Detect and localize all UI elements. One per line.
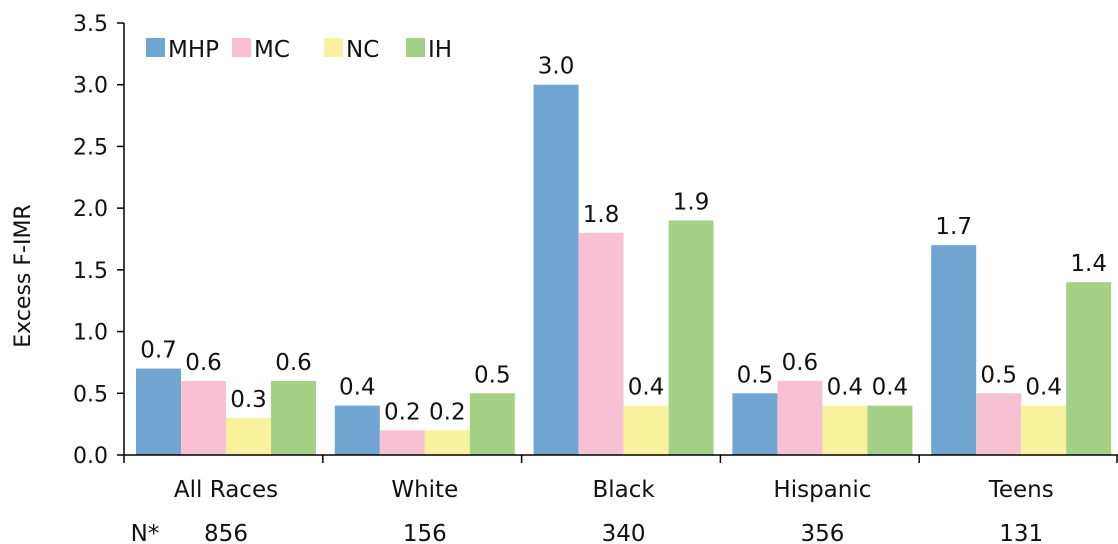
- x-axis: All Races White Black Hispanic Teens: [123, 454, 1118, 503]
- y-tick-label: 2.5: [73, 135, 108, 160]
- bar-ih: [469, 393, 515, 455]
- y-tick-label: 3.0: [73, 74, 108, 99]
- y-tick-label: 0.5: [73, 382, 108, 407]
- n-value: 131: [999, 521, 1043, 544]
- n-row: N* 856 156 340 356 131: [131, 521, 1044, 544]
- legend-swatch-mc: [232, 38, 251, 57]
- bar-mhp: [732, 393, 778, 455]
- data-label: 0.4: [339, 375, 376, 401]
- data-label: 3.0: [538, 54, 575, 80]
- bar-mc: [976, 393, 1022, 455]
- data-label: 0.4: [872, 375, 909, 401]
- y-tick-label: 1.0: [73, 321, 108, 346]
- n-value: 340: [602, 521, 646, 544]
- data-label: 0.6: [185, 350, 222, 376]
- bar-mc: [777, 380, 823, 455]
- bar-mhp: [334, 405, 380, 455]
- data-label: 1.8: [583, 202, 620, 228]
- bar-ih: [668, 220, 714, 455]
- legend: MHP MC NC IH: [146, 37, 452, 63]
- data-label: 0.6: [782, 350, 819, 376]
- legend-label: MC: [254, 37, 290, 63]
- bar-ih: [271, 380, 316, 455]
- y-tick-label: 1.5: [73, 259, 108, 284]
- bar-mhp: [136, 368, 181, 455]
- bar-mc: [379, 430, 425, 455]
- data-label: 0.5: [474, 362, 511, 388]
- x-tick-label: White: [391, 477, 458, 503]
- data-label: 0.3: [230, 387, 267, 413]
- x-tick-label: Black: [592, 477, 655, 503]
- data-label: 0.4: [1025, 375, 1062, 401]
- n-value: 356: [800, 521, 844, 544]
- bar-nc: [623, 405, 669, 455]
- bar-mhp: [931, 245, 977, 455]
- n-value: 856: [204, 521, 248, 544]
- x-tick-label: All Races: [174, 477, 278, 503]
- data-label: 0.6: [275, 350, 312, 376]
- data-label: 0.5: [980, 362, 1017, 388]
- x-tick-label: Teens: [988, 477, 1054, 503]
- data-label: 1.7: [935, 214, 972, 240]
- n-value: 156: [403, 521, 447, 544]
- legend-label: MHP: [168, 37, 219, 63]
- data-label: 0.7: [140, 338, 177, 364]
- bar-mhp: [533, 84, 579, 455]
- legend-swatch-nc: [324, 38, 343, 57]
- bar-nc: [424, 430, 470, 455]
- bar-ih: [867, 405, 913, 455]
- n-row-label: N*: [131, 521, 160, 544]
- data-labels: 0.7 0.6 0.3 0.6 0.4 0.2 0.2 0.5 3.0 1.8 0.4 1.9 0.5 0…: [140, 54, 1107, 426]
- legend-swatch-ih: [406, 38, 425, 57]
- bar-mc: [181, 380, 226, 455]
- y-tick-label: 3.5: [73, 12, 108, 37]
- y-axis: 0.0 0.5 1.0 1.5 2.0 2.5 3.0 3.5: [73, 12, 125, 469]
- data-label: 0.4: [628, 375, 665, 401]
- y-tick-label: 0.0: [73, 444, 108, 469]
- legend-swatch-mhp: [146, 38, 165, 57]
- bar-mc: [578, 232, 624, 455]
- data-label: 1.4: [1070, 251, 1107, 277]
- data-label: 0.2: [384, 399, 421, 425]
- x-tick-label: Hispanic: [773, 477, 871, 503]
- bar-nc: [1021, 405, 1067, 455]
- bar-nc: [822, 405, 868, 455]
- bar-nc: [226, 417, 271, 455]
- legend-label: IH: [428, 37, 452, 63]
- data-label: 0.5: [737, 362, 774, 388]
- bar-ih: [1066, 282, 1112, 455]
- data-label: 0.4: [827, 375, 864, 401]
- data-label: 0.2: [429, 399, 466, 425]
- legend-label: NC: [346, 37, 379, 63]
- bars: [136, 84, 1112, 455]
- y-axis-title: Excess F-IMR: [11, 204, 36, 347]
- y-tick-label: 2.0: [73, 197, 108, 222]
- data-label: 1.9: [673, 189, 710, 215]
